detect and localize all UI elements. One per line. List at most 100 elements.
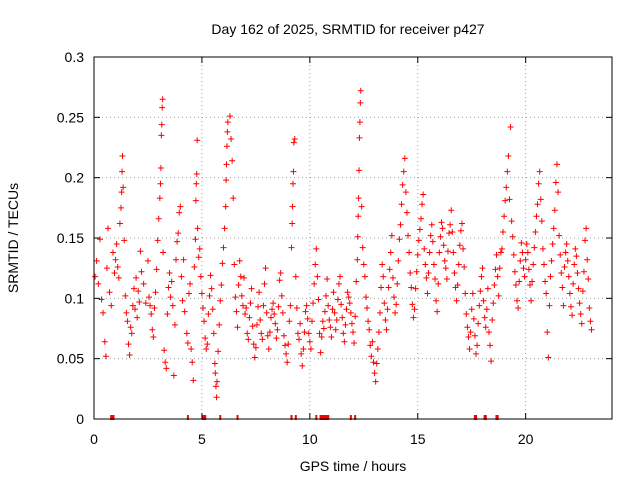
data-point	[231, 261, 238, 268]
data-point	[345, 294, 352, 301]
data-point	[530, 261, 537, 268]
data-point	[351, 339, 358, 346]
data-point	[385, 284, 392, 291]
data-point	[305, 330, 312, 337]
data-point	[416, 226, 423, 233]
data-point	[354, 233, 361, 240]
data-point	[440, 242, 447, 249]
data-point	[154, 237, 161, 244]
data-point	[330, 289, 337, 296]
data-point	[423, 274, 430, 281]
data-point	[399, 181, 406, 188]
data-point	[437, 233, 444, 240]
data-point	[277, 269, 284, 276]
x-tick-label: 20	[518, 431, 534, 447]
data-point	[454, 282, 461, 289]
data-point	[542, 278, 549, 285]
loss-of-lock-marker	[319, 415, 330, 420]
data-point	[180, 256, 187, 263]
data-point	[319, 318, 326, 325]
data-point	[190, 377, 197, 384]
data-point	[314, 273, 321, 280]
data-point	[242, 311, 249, 318]
data-point	[422, 261, 429, 268]
data-point	[226, 113, 233, 120]
data-point	[493, 251, 500, 258]
data-point	[118, 189, 125, 196]
data-point	[151, 304, 158, 311]
data-point	[288, 244, 295, 251]
data-point	[194, 225, 201, 232]
y-tick-label: 0	[76, 411, 84, 427]
data-point	[500, 228, 507, 235]
data-point	[100, 309, 107, 316]
data-point	[558, 269, 565, 276]
data-point	[196, 245, 203, 252]
data-point	[553, 161, 560, 168]
data-point	[144, 257, 151, 264]
data-point	[571, 261, 578, 268]
data-point	[181, 308, 188, 315]
data-point	[362, 294, 369, 301]
data-point	[159, 104, 166, 111]
data-point	[538, 218, 545, 225]
data-point	[201, 318, 208, 325]
data-point	[101, 338, 108, 345]
data-point	[152, 289, 159, 296]
data-point	[298, 350, 305, 357]
data-point	[347, 309, 354, 316]
data-point	[300, 346, 307, 353]
data-point	[258, 330, 265, 337]
data-point	[574, 269, 581, 276]
data-point	[346, 300, 353, 307]
data-point	[214, 378, 221, 385]
data-point	[428, 221, 435, 228]
data-point	[184, 339, 191, 346]
data-point	[534, 201, 541, 208]
data-point	[176, 209, 183, 216]
data-point	[508, 218, 515, 225]
data-point	[588, 326, 595, 333]
data-point	[135, 288, 142, 295]
data-point	[127, 324, 134, 331]
loss-of-lock-marker	[495, 415, 499, 420]
data-point	[367, 342, 374, 349]
data-point	[397, 221, 404, 228]
data-point	[187, 280, 194, 287]
data-point	[458, 220, 465, 227]
data-point	[478, 273, 485, 280]
data-point	[514, 297, 521, 304]
data-point	[262, 265, 269, 272]
data-point	[356, 167, 363, 174]
data-point	[369, 338, 376, 345]
data-point	[326, 317, 333, 324]
data-point	[368, 353, 375, 360]
data-point	[199, 304, 206, 311]
data-point	[488, 358, 495, 365]
data-point	[379, 261, 386, 268]
data-point	[584, 256, 591, 263]
data-point	[511, 268, 518, 275]
data-point	[512, 282, 519, 289]
data-point	[460, 245, 467, 252]
data-point	[310, 300, 317, 307]
data-point	[109, 249, 116, 256]
data-point	[320, 325, 327, 332]
data-point	[177, 203, 184, 210]
data-point	[536, 168, 543, 175]
data-point	[121, 237, 128, 244]
data-point	[366, 326, 373, 333]
data-point	[580, 268, 587, 275]
data-point	[556, 232, 563, 239]
data-point	[509, 233, 516, 240]
x-tick-label: 15	[410, 431, 426, 447]
data-point	[491, 282, 498, 289]
data-point	[376, 309, 383, 316]
data-point	[159, 96, 166, 103]
data-point	[466, 346, 473, 353]
loss-of-lock-tick	[219, 415, 222, 420]
data-point	[244, 330, 251, 337]
data-point	[468, 306, 475, 313]
data-point	[249, 323, 256, 330]
